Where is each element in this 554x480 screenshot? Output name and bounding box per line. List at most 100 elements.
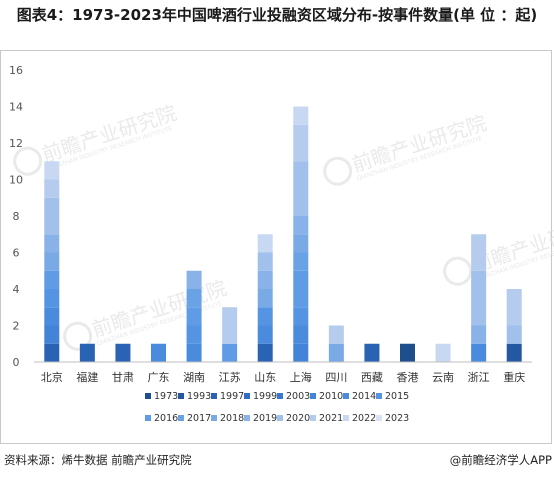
- copyright-note: @前瞻经济学人APP: [449, 453, 552, 467]
- bar-segment-重庆-1993: [506, 343, 522, 362]
- bar-segment-湖南-2014: [186, 343, 202, 362]
- legend-swatch: [244, 415, 250, 421]
- chart-frame: [0, 50, 552, 444]
- bar-segment-浙江-2014: [471, 343, 487, 362]
- y-tick-label: 6: [13, 247, 20, 260]
- bar-segment-重庆-2021: [506, 289, 522, 326]
- y-tick-label: 4: [13, 283, 20, 296]
- bar-segment-甘肃-1997: [115, 343, 131, 362]
- y-tick-label: 0: [13, 356, 20, 369]
- bar-segment-浙江-2020: [471, 270, 487, 326]
- bar-segment-山东-2018: [257, 289, 273, 308]
- legend-swatch: [211, 415, 217, 421]
- bar-segment-北京-2021: [44, 179, 60, 198]
- watermark-logo-icon: [13, 146, 43, 176]
- bar-segment-云南-2022: [435, 343, 451, 362]
- legend-swatch: [343, 415, 349, 421]
- chart-title: 图表4：1973-2023年中国啤酒行业投融资区域分布-按事件数量(单 位 ：起…: [16, 6, 538, 24]
- legend-item: 1999: [244, 391, 277, 402]
- bar-segment-上海-2021: [293, 124, 309, 162]
- x-tick-label: 四川: [325, 371, 347, 384]
- bar-segment-江苏-2021: [222, 307, 238, 344]
- y-tick-label: 8: [13, 210, 20, 223]
- bar-layer: [44, 106, 522, 362]
- legend-swatch: [244, 393, 250, 399]
- y-tick-label: 2: [13, 320, 20, 333]
- legend-label: 2015: [385, 391, 409, 402]
- bar-segment-西藏-1997: [364, 343, 380, 362]
- x-tick-label: 福建: [76, 370, 98, 384]
- legend-label: 2010: [319, 391, 343, 402]
- x-tick-label: 北京: [41, 370, 63, 384]
- legend-label: 2017: [187, 413, 211, 424]
- x-tick-label: 云南: [432, 371, 454, 384]
- legend-swatch: [145, 393, 151, 399]
- legend-swatch: [310, 415, 316, 421]
- bar-segment-重庆-2020: [506, 325, 522, 344]
- legend-swatch: [310, 393, 316, 399]
- bar-segment-上海-2014: [293, 325, 309, 344]
- bar-segment-上海-2022: [293, 106, 309, 125]
- bar-segment-北京-2015: [44, 289, 60, 308]
- legend-item: 2017: [178, 413, 211, 424]
- bar-segment-北京-2020: [44, 197, 60, 235]
- bar-segment-山东-2020: [257, 252, 273, 271]
- y-tick-label: 10: [9, 174, 23, 187]
- bar-segment-湖南-2019: [186, 270, 202, 289]
- bar-segment-上海-2015: [293, 307, 309, 326]
- legend-swatch: [277, 415, 283, 421]
- legend-label: 1973: [154, 391, 178, 402]
- legend-item: 2019: [244, 413, 277, 424]
- bar-segment-山东-2022: [257, 234, 273, 253]
- legend: 1973 1993 1997 1999 2003 2010 2014 2015 2016 2017…: [145, 391, 409, 424]
- bar-segment-湖南-2017: [186, 289, 202, 308]
- x-tick-label: 江苏: [219, 371, 241, 384]
- bar-segment-上海-2020: [293, 161, 309, 216]
- bar-segment-香港-1973: [400, 343, 415, 362]
- legend-label: 2016: [154, 413, 178, 424]
- legend-label: 2018: [220, 413, 244, 424]
- legend-swatch: [376, 415, 382, 421]
- bar-segment-浙江-2021: [471, 234, 487, 271]
- x-tick-label: 上海: [290, 370, 312, 384]
- legend-item: 2018: [211, 413, 244, 424]
- bar-segment-北京-1997: [44, 343, 60, 362]
- legend-item: 2021: [310, 413, 343, 424]
- x-tick-label: 湖南: [183, 371, 205, 384]
- bar-segment-四川-2021: [328, 325, 344, 344]
- legend-swatch: [343, 393, 349, 399]
- legend-swatch: [145, 415, 151, 421]
- legend-swatch: [211, 393, 217, 399]
- legend-item: 2016: [145, 413, 178, 424]
- legend-item: 2014: [343, 391, 376, 402]
- bar-segment-北京-2010: [44, 325, 60, 344]
- x-tick-label: 广东: [148, 371, 170, 384]
- bar-segment-山东-2014: [257, 325, 273, 344]
- x-tick-label: 山东: [254, 371, 276, 384]
- x-tick-label: 香港: [397, 371, 419, 384]
- y-tick-label: 16: [9, 64, 23, 77]
- legend-item: 2003: [277, 391, 310, 402]
- bar-segment-山东-1997: [257, 343, 273, 362]
- legend-swatch: [277, 393, 283, 399]
- bar-segment-湖南-2015: [186, 325, 202, 344]
- legend-item: 1997: [211, 391, 244, 402]
- x-axis: 北京 福建 甘肃 广东 湖南 江苏 山东 上海 四川 西藏 香港 云南 浙江 重庆: [34, 361, 532, 384]
- legend-label: 1993: [187, 391, 211, 402]
- x-tick-label: 甘肃: [112, 371, 134, 384]
- legend-label: 2022: [352, 413, 376, 424]
- x-tick-label: 浙江: [468, 371, 490, 384]
- watermark-logo-icon: [323, 156, 353, 186]
- x-tick-label: 重庆: [503, 370, 525, 384]
- legend-swatch: [376, 393, 382, 399]
- y-tick-label: 12: [9, 137, 23, 150]
- legend-label: 2020: [286, 413, 310, 424]
- bar-segment-上海-2018: [293, 234, 309, 253]
- y-tick-label: 14: [9, 101, 23, 114]
- legend-label: 2023: [385, 413, 409, 424]
- legend-item: 1973: [145, 391, 178, 402]
- bar-segment-山东-2019: [257, 270, 273, 289]
